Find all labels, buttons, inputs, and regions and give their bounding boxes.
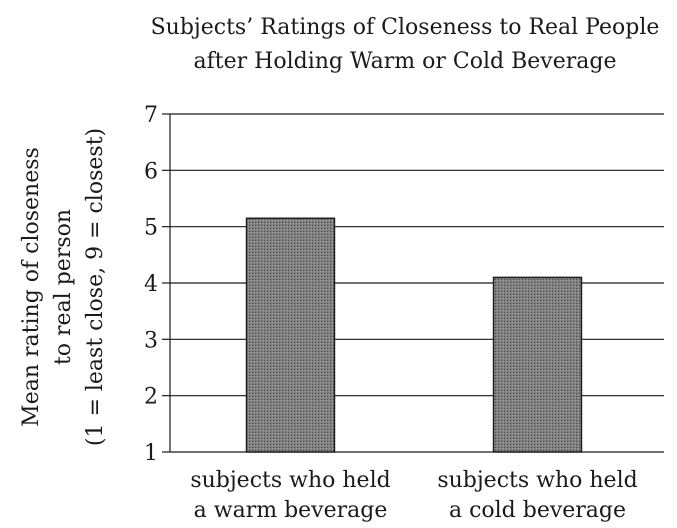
y-tick-label: 6	[144, 159, 158, 184]
x-category-label: a cold beverage	[449, 498, 626, 523]
y-tick-label: 4	[144, 272, 158, 297]
bars	[245, 217, 583, 453]
x-category-label: subjects who held	[437, 468, 637, 493]
y-tick-label: 2	[144, 385, 158, 410]
bar-cold-beverage	[492, 276, 583, 453]
x-category-label: a warm beverage	[194, 498, 388, 523]
y-tick-label: 3	[144, 328, 158, 353]
y-axis-label-line: to real person	[51, 209, 76, 365]
gridlines	[170, 113, 664, 397]
y-axis-label-line: (1 = least close, 9 = closest)	[83, 128, 108, 446]
y-axis-label: Mean rating of closeness to real person (1…	[19, 128, 108, 446]
x-category-label: subjects who held	[190, 468, 390, 493]
y-tick-label: 5	[144, 216, 158, 241]
labels: 1 2 3 4 5 6 7 subjects who held a warm beverage s…	[19, 103, 638, 523]
y-tick-label: 1	[144, 441, 158, 466]
y-axis-label-line: Mean rating of closeness	[19, 147, 44, 427]
y-tick-label: 7	[144, 103, 158, 128]
chart-title-line-2: after Holding Warm or Cold Beverage	[193, 49, 617, 74]
chart-title-line-1: Subjects’ Ratings of Closeness to Real P…	[150, 15, 660, 40]
bar-warm-beverage	[245, 217, 336, 453]
